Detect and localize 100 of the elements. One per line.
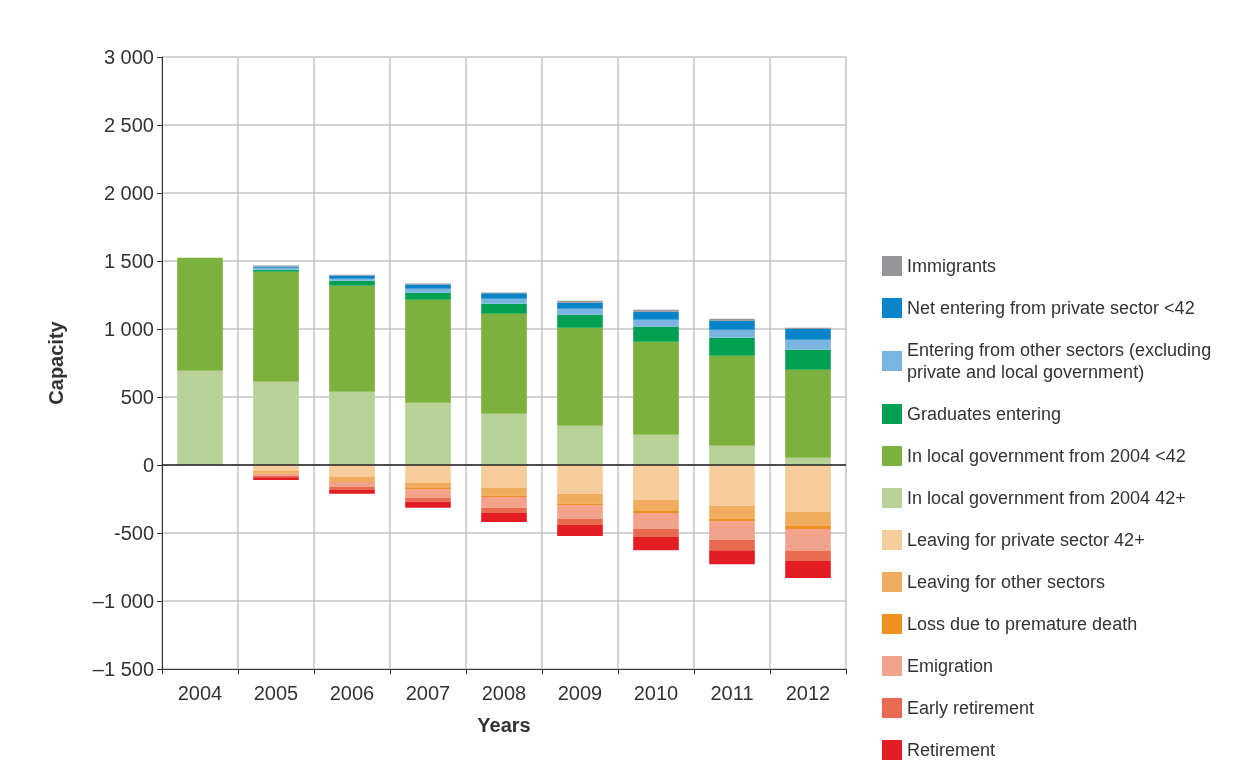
legend-label: Graduates entering xyxy=(907,404,1062,424)
bar xyxy=(405,482,451,488)
bar xyxy=(481,507,527,514)
bar xyxy=(405,501,451,508)
bar xyxy=(177,257,223,371)
y-tick-label: 3 000 xyxy=(103,46,154,68)
x-tick-label: 2005 xyxy=(253,682,299,704)
bar xyxy=(785,465,831,512)
legend-label: In local government from 2004 42+ xyxy=(907,488,1186,508)
legend-label: Retirement xyxy=(907,740,996,760)
bar xyxy=(329,481,375,487)
bar xyxy=(481,293,527,299)
bar xyxy=(557,327,603,426)
bar xyxy=(481,413,527,465)
bar xyxy=(633,311,679,320)
y-tick-label: 1 500 xyxy=(103,250,154,272)
bar xyxy=(557,314,603,328)
bar xyxy=(329,476,375,481)
bar xyxy=(709,518,755,522)
legend-label: Emigration xyxy=(907,656,994,676)
y-tick-label: 2 000 xyxy=(103,182,154,204)
bar xyxy=(633,510,679,514)
x-tick-label: 2006 xyxy=(329,682,375,704)
bar xyxy=(481,496,527,508)
legend-label: Net entering from private sector <42 xyxy=(907,298,1195,318)
legend-label: Immigrants xyxy=(907,256,997,276)
bar xyxy=(557,300,603,303)
bar xyxy=(785,369,831,458)
y-tick-label: 500 xyxy=(120,386,154,408)
bar xyxy=(405,402,451,465)
bar xyxy=(329,489,375,494)
bar xyxy=(253,271,299,382)
y-axis-title: Capacity xyxy=(45,320,67,405)
bar xyxy=(709,445,755,465)
bar xyxy=(405,497,451,502)
y-tick-label: –1 500 xyxy=(92,658,154,680)
bar xyxy=(557,425,603,465)
bar xyxy=(785,511,831,526)
y-tick-label: –1 000 xyxy=(92,590,154,612)
bar xyxy=(481,313,527,414)
bar xyxy=(557,493,603,504)
bar xyxy=(785,561,831,579)
bar xyxy=(709,355,755,446)
bar xyxy=(557,518,603,525)
x-tick-label: 2004 xyxy=(177,682,223,704)
bar xyxy=(785,339,831,350)
x-tick-label: 2009 xyxy=(557,682,603,704)
bar xyxy=(329,280,375,286)
legend-label: In local government from 2004 <42 xyxy=(907,446,1186,466)
bar xyxy=(785,550,831,562)
x-tick-label: 2011 xyxy=(710,682,754,704)
bar xyxy=(481,303,527,314)
bar xyxy=(709,505,755,519)
bar xyxy=(557,302,603,309)
bar xyxy=(633,434,679,465)
bar xyxy=(405,288,451,293)
bar xyxy=(633,499,679,511)
x-tick-label: 2008 xyxy=(481,682,527,704)
bar xyxy=(633,465,679,500)
legend-label: Leaving for other sectors xyxy=(907,572,1106,592)
bar xyxy=(405,284,451,289)
bar xyxy=(785,525,831,529)
y-tick-label: 0 xyxy=(142,454,154,476)
legend-label: Early retirement xyxy=(907,698,1035,718)
bar xyxy=(633,537,679,551)
bar xyxy=(709,337,755,356)
bar xyxy=(481,487,527,496)
bar xyxy=(633,319,679,327)
bar xyxy=(709,465,755,506)
bar xyxy=(557,524,603,536)
bar xyxy=(481,298,527,304)
legend-label: Leaving for private sector 42+ xyxy=(907,530,1145,550)
y-tick-label: 1 000 xyxy=(103,318,154,340)
bar xyxy=(557,465,603,494)
bar xyxy=(405,465,451,483)
bar xyxy=(177,370,223,465)
x-tick-label: 2007 xyxy=(405,682,451,704)
bar xyxy=(785,528,831,551)
bar xyxy=(329,391,375,465)
bar xyxy=(633,513,679,530)
bar xyxy=(709,320,755,330)
bar xyxy=(709,318,755,321)
x-axis-title: Years xyxy=(477,714,531,736)
bar xyxy=(709,550,755,565)
legend-label: Loss due to premature death xyxy=(907,614,1138,634)
x-tick-label: 2012 xyxy=(785,682,831,704)
bar xyxy=(709,521,755,541)
bar xyxy=(785,329,831,340)
bar xyxy=(633,529,679,538)
bar xyxy=(481,513,527,522)
bar xyxy=(405,292,451,300)
bar xyxy=(329,285,375,392)
bar xyxy=(633,309,679,312)
bar xyxy=(633,326,679,342)
bar xyxy=(633,341,679,435)
bar xyxy=(557,504,603,519)
legend-label: Entering from other sectors (excluding private and local government) xyxy=(907,340,1217,382)
bar xyxy=(557,308,603,315)
bar xyxy=(481,465,527,488)
bar xyxy=(709,540,755,551)
